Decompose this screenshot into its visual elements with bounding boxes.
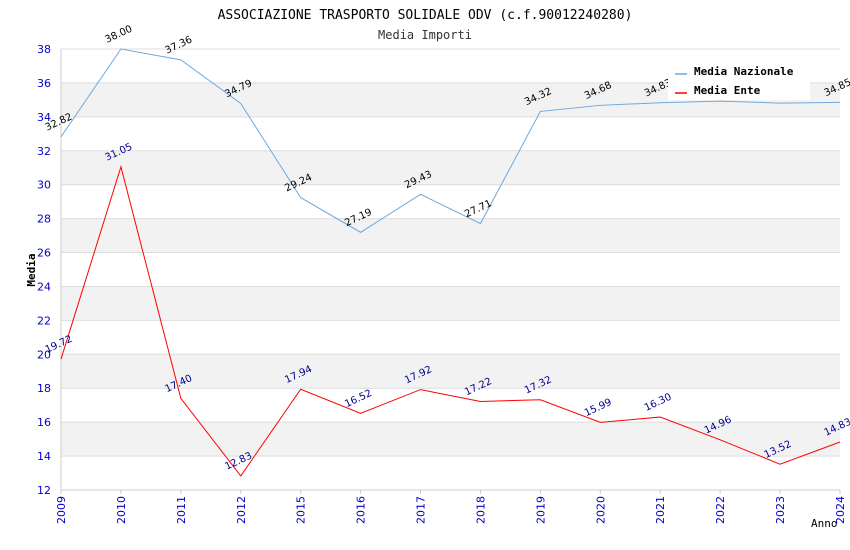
x-tick-labels: 2009 2010 2011 2012 2015 2016 2017 2018 2019 2020… bbox=[55, 490, 847, 524]
data-label-nazionale: 27.71 bbox=[463, 198, 494, 220]
grid-band bbox=[61, 354, 840, 389]
x-tick-label: 2021 bbox=[654, 496, 667, 524]
y-tick-label: 38 bbox=[37, 43, 51, 56]
x-tick-label: 2012 bbox=[235, 496, 248, 524]
y-tick-label: 34 bbox=[37, 111, 51, 124]
data-label-nazionale: 38.00 bbox=[104, 24, 135, 46]
chart-subtitle: Media Importi bbox=[378, 28, 472, 42]
data-label-ente: 16.30 bbox=[643, 392, 674, 414]
x-tick-label: 2018 bbox=[474, 496, 487, 524]
y-tick-label: 30 bbox=[37, 179, 51, 192]
y-tick-label: 36 bbox=[37, 77, 51, 90]
y-tick-label: 14 bbox=[37, 450, 51, 463]
x-tick-label: 2010 bbox=[115, 496, 128, 524]
x-axis-label: Anno bbox=[811, 517, 838, 530]
grid-band bbox=[61, 218, 840, 253]
chart-title: ASSOCIAZIONE TRASPORTO SOLIDALE ODV (c.f… bbox=[218, 8, 633, 23]
x-tick-label: 2015 bbox=[295, 496, 308, 524]
x-tick-label: 2009 bbox=[55, 496, 68, 524]
x-tick-label: 2022 bbox=[714, 496, 727, 524]
y-tick-labels: 12 14 16 18 20 22 24 26 28 30 32 34 36 38 bbox=[37, 43, 51, 497]
y-tick-label: 26 bbox=[37, 247, 51, 260]
data-label-ente: 19.72 bbox=[44, 334, 75, 356]
y-tick-label: 20 bbox=[37, 348, 51, 361]
x-tick-label: 2024 bbox=[834, 496, 847, 524]
y-tick-label: 18 bbox=[37, 382, 51, 395]
grid-band bbox=[61, 422, 840, 457]
series-line-ente bbox=[60, 165, 841, 477]
data-label-ente: 15.99 bbox=[583, 397, 614, 419]
y-tick-label: 12 bbox=[37, 484, 51, 497]
data-label-ente: 16.52 bbox=[343, 388, 374, 410]
legend-label-nazionale: Media Nazionale bbox=[694, 65, 794, 78]
y-tick-label: 24 bbox=[37, 280, 51, 293]
x-tick-label: 2023 bbox=[774, 496, 787, 524]
grid-band bbox=[61, 286, 840, 321]
y-tick-label: 22 bbox=[37, 314, 51, 327]
grid-band bbox=[61, 150, 840, 185]
legend: Media Nazionale Media Ente bbox=[668, 60, 810, 100]
legend-label-ente: Media Ente bbox=[694, 84, 761, 97]
data-label-nazionale: 37.36 bbox=[163, 35, 194, 57]
background-bands bbox=[61, 82, 840, 457]
y-tick-label: 28 bbox=[37, 213, 51, 226]
y-tick-label: 32 bbox=[37, 145, 51, 158]
y-tick-label: 16 bbox=[37, 416, 51, 429]
y-axis-label: Media bbox=[25, 253, 38, 286]
x-tick-label: 2011 bbox=[175, 496, 188, 524]
x-tick-label: 2019 bbox=[534, 496, 547, 524]
series-lines bbox=[60, 48, 841, 477]
x-tick-label: 2016 bbox=[355, 496, 368, 524]
legend-box bbox=[668, 60, 810, 100]
x-tick-label: 2017 bbox=[415, 496, 428, 524]
x-tick-label: 2020 bbox=[594, 496, 607, 524]
series-line-nazionale bbox=[60, 48, 841, 233]
